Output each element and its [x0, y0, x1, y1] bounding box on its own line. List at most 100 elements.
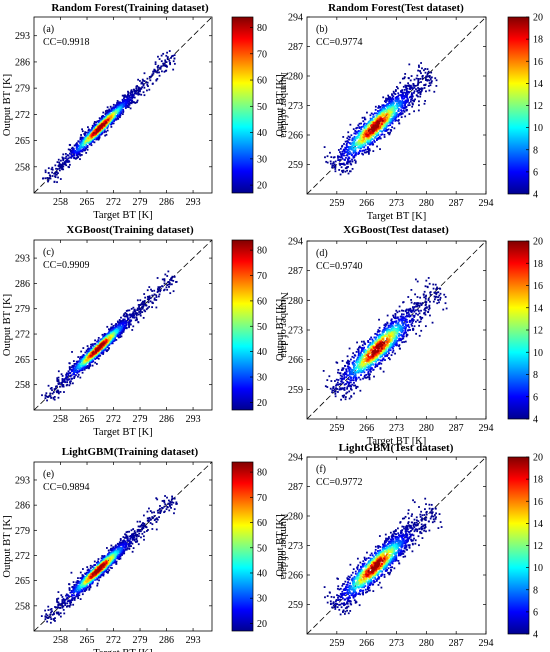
data-point — [354, 149, 357, 152]
y-tick-label: 286 — [15, 57, 30, 68]
data-point — [369, 132, 372, 135]
data-point — [414, 309, 417, 312]
data-point — [363, 371, 366, 374]
data-point — [119, 106, 122, 109]
data-point — [153, 289, 156, 292]
data-point — [353, 132, 356, 135]
data-point — [326, 155, 329, 158]
data-point — [413, 325, 416, 328]
data-point — [81, 359, 84, 362]
data-point — [389, 109, 392, 112]
data-point — [117, 117, 120, 120]
data-point — [136, 309, 139, 311]
data-point — [395, 104, 397, 107]
data-point — [370, 367, 372, 369]
data-point — [58, 167, 61, 170]
data-point — [362, 123, 365, 126]
plot-frame — [33, 16, 213, 194]
data-point — [93, 351, 96, 354]
data-point — [343, 154, 345, 157]
colorbar-tick-label: 16 — [533, 57, 543, 68]
data-point — [77, 145, 80, 148]
data-point — [413, 316, 416, 318]
data-point — [135, 89, 138, 92]
data-point — [342, 169, 345, 172]
data-point — [84, 360, 87, 363]
x-tick-label: 266 — [359, 198, 374, 209]
data-point — [345, 383, 347, 385]
data-point — [95, 353, 97, 356]
data-point — [135, 92, 138, 95]
data-point — [377, 134, 379, 136]
data-point — [424, 84, 426, 87]
data-point — [375, 130, 378, 133]
data-point — [102, 111, 105, 114]
data-point — [419, 93, 422, 96]
data-point — [139, 299, 142, 302]
data-point — [103, 131, 106, 134]
data-point — [57, 392, 60, 395]
data-point — [411, 87, 414, 90]
data-point — [112, 332, 115, 335]
data-point — [64, 163, 67, 166]
data-point — [50, 168, 53, 171]
data-point — [389, 119, 392, 122]
data-point — [435, 85, 438, 87]
data-point — [339, 383, 342, 385]
data-point — [119, 110, 122, 113]
data-point — [381, 119, 384, 122]
data-point — [164, 70, 167, 72]
data-point — [346, 355, 349, 358]
data-point — [406, 87, 408, 90]
data-point — [402, 301, 404, 304]
data-point — [404, 329, 407, 331]
data-point — [90, 136, 93, 139]
data-point — [126, 314, 129, 316]
data-point — [156, 66, 159, 68]
data-point — [348, 381, 350, 384]
data-point — [44, 397, 47, 400]
data-point — [419, 316, 422, 319]
data-point — [395, 341, 398, 343]
data-point — [420, 62, 422, 64]
data-point — [379, 119, 382, 122]
data-point — [358, 139, 361, 142]
data-point — [373, 139, 376, 142]
data-point — [408, 102, 411, 104]
data-point — [439, 298, 441, 301]
data-point — [112, 118, 115, 121]
data-point — [116, 117, 119, 120]
data-point — [60, 373, 63, 376]
data-point — [121, 106, 124, 109]
data-point — [384, 359, 386, 361]
data-point — [95, 363, 98, 365]
data-point — [360, 122, 362, 125]
data-point — [166, 284, 168, 286]
data-point — [329, 162, 332, 165]
data-point — [159, 286, 161, 288]
data-point — [392, 349, 395, 352]
data-point — [156, 277, 159, 279]
data-point — [360, 340, 363, 343]
data-point — [420, 318, 423, 320]
data-point — [71, 155, 73, 158]
data-point — [438, 294, 441, 297]
data-point — [405, 314, 408, 317]
data-point — [369, 121, 372, 123]
data-point — [89, 135, 91, 137]
data-point — [77, 356, 80, 358]
data-point — [336, 361, 339, 364]
data-point — [121, 329, 124, 332]
data-point — [143, 86, 146, 89]
data-point — [73, 375, 76, 378]
data-point — [105, 339, 108, 342]
data-point — [143, 72, 146, 75]
data-point — [53, 398, 56, 401]
data-point — [409, 100, 412, 103]
data-point — [366, 111, 368, 114]
data-point — [359, 145, 362, 148]
data-point — [408, 86, 411, 88]
data-point — [370, 124, 373, 127]
data-point — [415, 88, 417, 91]
data-point — [133, 92, 136, 95]
